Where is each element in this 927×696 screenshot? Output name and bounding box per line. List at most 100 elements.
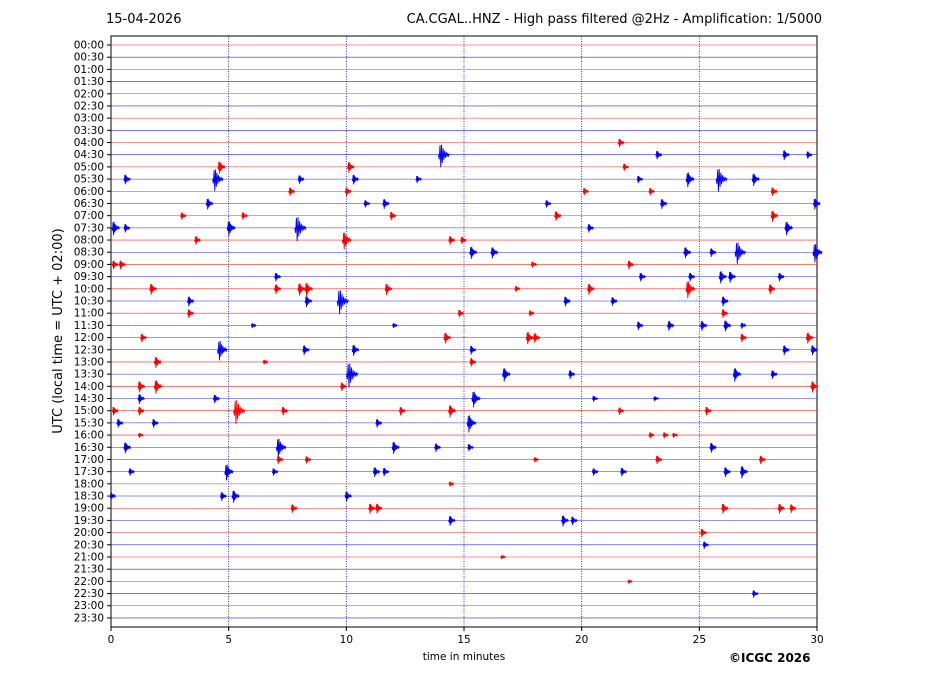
event-burst (151, 419, 159, 428)
event-burst (276, 455, 284, 465)
event-burst (123, 174, 131, 185)
event-burst (128, 468, 135, 476)
event-burst (363, 200, 371, 208)
event-burst (302, 345, 310, 356)
event-burst (368, 503, 376, 514)
event-burst (271, 468, 279, 476)
ytick-label-1300: 13:00 (74, 356, 104, 368)
ytick-label-1400: 14:00 (74, 381, 104, 393)
event-burst (457, 309, 465, 318)
event-burst (290, 504, 298, 513)
event-burst (620, 467, 627, 477)
event-burst (636, 321, 644, 331)
event-burst (398, 406, 406, 416)
event-burst (153, 357, 162, 369)
event-burst (587, 224, 595, 233)
event-burst (336, 290, 349, 315)
ytick-label-0430: 04:30 (74, 149, 104, 161)
event-burst (460, 236, 467, 245)
event-burst (212, 169, 224, 192)
ytick-label-2030: 20:30 (74, 539, 104, 551)
ytick-label-1830: 18:30 (74, 491, 104, 503)
event-burst (554, 211, 562, 222)
event-burst (770, 370, 778, 379)
event-burst (770, 210, 779, 222)
xtick-label-10: 10 (340, 634, 353, 646)
ytick-label-0200: 02:00 (74, 88, 104, 100)
event-burst (514, 286, 521, 293)
event-burst (194, 236, 202, 245)
event-burst (149, 283, 157, 295)
ytick-label-1700: 17:00 (74, 454, 104, 466)
ytick-label-2330: 23:30 (74, 612, 104, 624)
event-burst (530, 261, 537, 268)
event-burst (180, 212, 187, 220)
ytick-label-1330: 13:30 (74, 369, 104, 381)
event-burst (137, 406, 145, 416)
event-burst (384, 283, 393, 295)
event-burst (784, 221, 794, 236)
event-burst (810, 345, 818, 356)
event-burst (739, 466, 748, 479)
event-burst (810, 381, 819, 393)
event-burst (226, 221, 236, 236)
event-burst (723, 467, 731, 478)
event-burst (638, 272, 646, 282)
event-burst (582, 188, 589, 196)
ytick-label-1030: 10:30 (74, 295, 104, 307)
ytick-label-1000: 10:00 (74, 283, 104, 295)
event-burst (375, 419, 383, 428)
ytick-label-1930: 19:30 (74, 515, 104, 527)
event-burst (685, 172, 695, 188)
event-burst (304, 296, 313, 308)
event-burst (137, 381, 146, 393)
event-burst (137, 432, 144, 438)
event-burst (648, 188, 655, 196)
event-burst (118, 260, 126, 270)
ytick-label-0830: 08:30 (74, 247, 104, 259)
event-burst (224, 464, 234, 481)
event-burst (443, 332, 452, 344)
event-burst (205, 198, 214, 210)
x-axis-label: time in minutes (423, 651, 505, 663)
event-burst (466, 415, 477, 433)
ytick-label-1500: 15:00 (74, 405, 104, 417)
event-burst (622, 163, 629, 171)
event-burst (812, 244, 823, 263)
event-burst (187, 296, 195, 307)
event-burst (721, 503, 729, 514)
event-burst (382, 467, 390, 477)
event-burst (662, 432, 669, 439)
ytick-label-0630: 06:30 (74, 198, 104, 210)
event-burst (346, 363, 359, 388)
ytick-label-1430: 14:30 (74, 393, 104, 405)
ytick-label-1100: 11:00 (74, 308, 104, 320)
event-burst (723, 320, 732, 332)
event-burst (140, 333, 147, 343)
event-burst (281, 406, 289, 416)
event-burst (617, 138, 625, 148)
event-burst (389, 211, 397, 221)
event-burst (153, 380, 163, 394)
event-burst (751, 590, 759, 598)
event-burst (490, 247, 499, 259)
ytick-label-0500: 05:00 (74, 161, 104, 173)
event-burst (782, 150, 790, 161)
ytick-label-1530: 15:30 (74, 417, 104, 429)
event-burst (660, 199, 668, 209)
event-burst (340, 382, 347, 392)
event-burst (544, 200, 552, 208)
ytick-label-0700: 07:00 (74, 210, 104, 222)
event-burst (782, 345, 790, 356)
event-burst (561, 515, 569, 527)
event-burst (415, 175, 422, 184)
event-burst (217, 161, 226, 174)
event-burst (274, 272, 282, 282)
ytick-label-0800: 08:00 (74, 235, 104, 247)
event-burst (652, 396, 659, 402)
ytick-label-1200: 12:00 (74, 332, 104, 344)
event-burst (740, 333, 747, 343)
event-burst (709, 442, 717, 453)
copyright-label: ©ICGC 2026 (729, 651, 811, 665)
event-burst (392, 323, 398, 329)
